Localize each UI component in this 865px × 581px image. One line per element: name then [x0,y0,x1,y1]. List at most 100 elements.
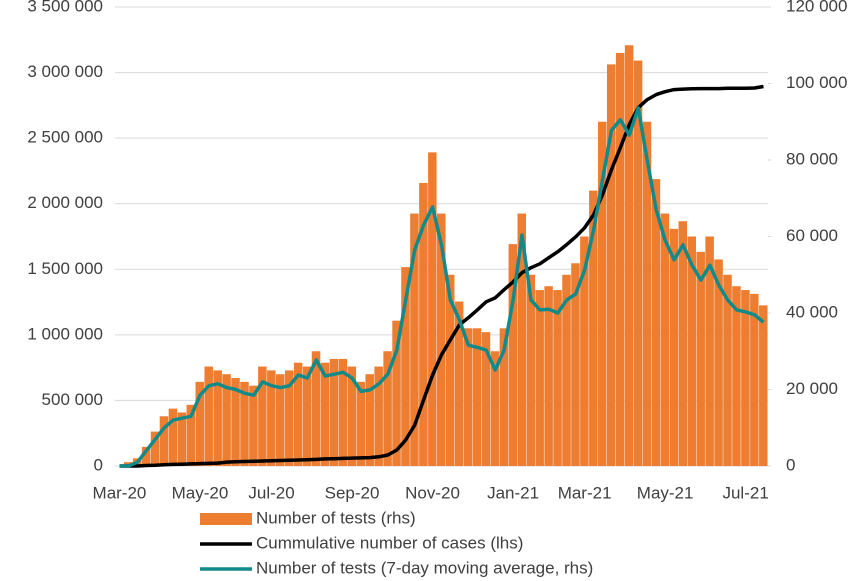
legend-label: Number of tests (rhs) [256,508,416,527]
y-tick-label: 1 000 000 [27,324,103,343]
bar [392,320,401,466]
bar [598,121,607,466]
bar [490,351,500,466]
bar [508,244,518,466]
bar [759,305,768,466]
bar [741,290,750,466]
line [119,106,765,468]
x-tick-label: Jul-20 [248,483,294,502]
bar [284,370,294,466]
bar [195,381,205,466]
bar [651,179,661,466]
bar [401,267,410,466]
y2-tick-label: 0 [786,455,795,474]
bar [204,366,213,466]
bar [320,362,330,466]
bar [311,351,321,466]
x-tick-label: Jul-21 [722,483,768,502]
bar [445,274,455,466]
y2-tick-label: 20 000 [786,379,838,398]
bar [302,366,312,466]
bar [463,328,473,466]
bar [338,358,348,466]
x-tick-label: Jan-21 [487,483,539,502]
bar [222,374,231,466]
x-tick-label: May-20 [172,483,229,502]
bar [428,152,437,466]
bar [365,374,374,466]
bar [642,121,652,466]
bar [705,236,714,466]
bar [419,182,428,466]
legend-swatch [200,513,252,525]
x-tick-label: Mar-21 [558,483,612,502]
x-tick-label: May-21 [637,483,694,502]
bar [535,290,544,466]
x-tick-label: Nov-20 [405,483,460,502]
y-tick-label: 3 000 000 [27,62,103,81]
bar [544,286,553,466]
bar [526,274,535,466]
bar [580,236,589,466]
bar [231,378,240,466]
bar [750,293,759,466]
bar [571,263,580,466]
bar [258,366,267,466]
bar [267,370,276,466]
y-tick-label: 1 500 000 [27,259,103,278]
y-tick-label: 500 000 [42,390,103,409]
bar [678,221,688,466]
bar [356,381,366,466]
bar [249,385,258,466]
y-tick-label: 2 500 000 [27,128,103,147]
bar [517,213,527,466]
bar [553,290,562,466]
y2-tick-label: 80 000 [786,149,838,168]
x-tick-label: Mar-20 [93,483,147,502]
y2-tick-label: 60 000 [786,226,838,245]
y2-tick-label: 120 000 [786,0,847,15]
y-tick-label: 2 000 000 [27,193,103,212]
bar [410,213,419,466]
x-tick-label: Sep-20 [325,483,380,502]
bar [615,52,625,467]
legend-label: Number of tests (7-day moving average, r… [256,558,593,577]
bar [723,274,732,466]
bar [454,301,464,466]
line [119,84,764,468]
bar [660,213,670,466]
bar [589,190,598,466]
y2-tick-label: 100 000 [786,73,847,92]
bar [213,370,222,466]
bar [481,332,491,466]
bar [383,351,392,466]
bar [624,45,634,466]
bar [714,259,723,466]
legend-label: Cummulative number of cases (lhs) [256,533,523,552]
bar [732,286,741,466]
bar [141,446,151,466]
bar [177,412,187,466]
bar [669,228,679,466]
bar [606,64,616,466]
bar [696,251,705,466]
bar [374,366,383,466]
bar [168,408,178,466]
y-tick-label: 3 500 000 [27,0,103,15]
bar [123,462,133,466]
y-tick-label: 0 [94,455,103,474]
bar [347,366,357,466]
bar [150,431,160,466]
bar [186,404,196,466]
bar [437,213,446,466]
bar [687,236,696,466]
bar [329,358,339,466]
bar [562,274,571,466]
y2-tick-label: 40 000 [786,302,838,321]
bar [633,60,643,467]
bar [159,416,169,466]
bar [472,328,482,466]
bar [499,328,509,466]
bar [293,362,303,466]
